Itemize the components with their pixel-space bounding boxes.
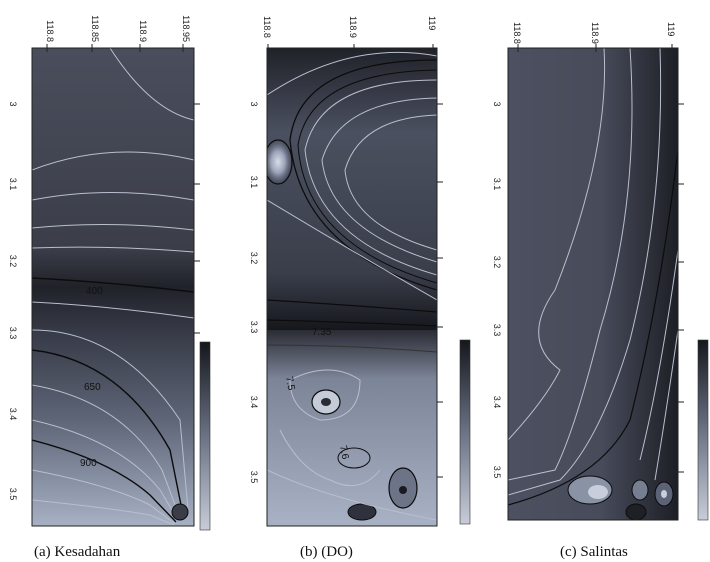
- panel-c-ytick-6: 3.5: [492, 466, 502, 479]
- panel-a-xtick-2: 118.85: [90, 15, 100, 42]
- panel-c-ytick-1: 3: [492, 101, 502, 106]
- panel-a-frame: [31, 47, 195, 527]
- panel-c-ytick-5: 3.4: [492, 396, 502, 409]
- panel-b-top-ticks: 118.8 118.9 119: [262, 16, 437, 38]
- panel-c-contours: [508, 48, 678, 520]
- panel-c-xtick-1: 118.8: [512, 22, 522, 44]
- panel-a-color-legend: [199, 341, 211, 531]
- panel-c-ytick-4: 3.3: [492, 324, 502, 337]
- panel-a-left-ticks: 3 3.1 3.2 3.3 3.4 3.5: [8, 101, 18, 500]
- panel-c-color-legend: [697, 339, 709, 521]
- panel-a-fill: [32, 48, 194, 526]
- panel-c-left-ticks: 3 3.1 3.2 3.3 3.4 3.5: [492, 101, 502, 478]
- panel-c-xtick-2: 118.9: [590, 22, 600, 44]
- panel-b-ytick-3: 3.2: [249, 252, 259, 265]
- panel-b-color-legend: [459, 339, 471, 525]
- panel-c-xtick-3: 119: [666, 22, 676, 36]
- panel-c-salintas: 118.8 118.9 119 3 3.1 3.2 3.3 3.4 3.5 (c…: [492, 22, 709, 560]
- panel-b-xtick-2: 118.9: [348, 16, 358, 38]
- panel-c-fill: [508, 48, 678, 520]
- panel-b-contours: [267, 51, 437, 521]
- panel-b-xtick-3: 119: [427, 16, 437, 30]
- panel-a-contour-label-1: 400: [86, 286, 103, 297]
- panel-a-kesadahan: 400 650 900 118.8 118.85 118.9 118.95 3 …: [8, 15, 211, 560]
- panel-a-contour-label-2: 650: [84, 382, 101, 393]
- panel-b-ytick-5: 3.4: [249, 396, 259, 409]
- panel-b-contour-label-1: 7.35: [312, 327, 332, 338]
- panel-a-xtick-4: 118.95: [181, 15, 191, 42]
- panel-b-contour-label-3: 7.6: [337, 445, 350, 461]
- panel-a-caption: (a) Kesadahan: [34, 544, 121, 560]
- panel-b-frame: [266, 47, 438, 527]
- panel-b-upper-fill: [267, 48, 437, 330]
- panel-a-xtick-3: 118.9: [138, 20, 148, 42]
- panel-c-ytick-3: 3.2: [492, 256, 502, 269]
- panel-b-contour-label-2: 7.5: [283, 376, 296, 392]
- panel-b-left-ticks: 3 3.1 3.2 3.3 3.4 3.5: [249, 101, 259, 483]
- panel-a-xtick-1: 118.8: [45, 20, 55, 42]
- panel-b-ytick-6: 3.5: [249, 471, 259, 484]
- panel-c-caption: (c) Salintas: [560, 544, 628, 560]
- panel-b-xtick-1: 118.8: [262, 16, 272, 38]
- panel-a-contour-label-3: 900: [80, 458, 97, 469]
- panel-b-ytick-2: 3.1: [249, 176, 259, 189]
- panel-a-ytick-2: 3.1: [8, 178, 18, 191]
- panel-a-ytick-4: 3.3: [8, 327, 18, 340]
- panel-b-caption: (b) (DO): [300, 544, 353, 560]
- panel-a-top-ticks: 118.8 118.85 118.9 118.95: [45, 15, 191, 42]
- panel-c-top-ticks: 118.8 118.9 119: [512, 22, 676, 44]
- panel-c-frame: [507, 47, 679, 521]
- panel-b-do: 7.35 7.5 7.6 118.8 118.9 119 3 3.1 3.2 3…: [249, 16, 471, 560]
- panel-c-ytick-2: 3.1: [492, 178, 502, 191]
- panel-a-contours: [32, 48, 194, 526]
- panel-a-ytick-6: 3.5: [8, 488, 18, 501]
- panel-b-ytick-1: 3: [249, 101, 259, 106]
- panel-b-ytick-4: 3.3: [249, 321, 259, 334]
- panel-a-ytick-3: 3.2: [8, 255, 18, 268]
- panel-a-ytick-1: 3: [8, 101, 18, 106]
- frame-tick-marks: [46, 44, 684, 478]
- panel-a-ytick-5: 3.4: [8, 408, 18, 421]
